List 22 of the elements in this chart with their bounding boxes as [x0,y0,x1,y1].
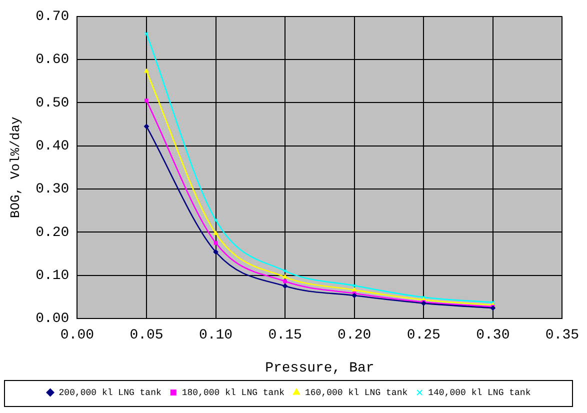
legend-label: 160,000 kl LNG tank [305,388,408,398]
legend-label: 180,000 kl LNG tank [182,388,285,398]
x-tick-label: 0.15 [268,328,302,344]
y-tick-label: 0.10 [36,268,70,284]
y-tick-label: 0.40 [36,138,70,155]
y-tick-label: 0.60 [36,52,70,68]
x-tick-label: 0.05 [130,328,164,344]
x-tick-label: 0.20 [338,328,372,344]
y-tick-label: 0.70 [36,9,70,26]
x-tick-label: 0.25 [406,328,440,344]
x-tick-label: 0.10 [198,328,233,344]
y-tick-label: 0.20 [36,224,70,241]
x-tick-label: 0.00 [60,328,94,344]
legend-label: 200,000 kl LNG tank [58,388,162,398]
legend-label: 140,000 kl LNG tank [428,388,531,398]
y-tick-label: 0.50 [36,95,70,112]
y-tick-label: 0.00 [36,311,70,328]
y-tick-label: 0.30 [36,182,70,198]
x-tick-label: 0.30 [476,328,510,344]
x-axis-title: Pressure, Bar [265,360,374,376]
x-tick-label: 0.35 [545,328,579,344]
y-axis-title: BOG, Vol%/day [8,116,24,218]
